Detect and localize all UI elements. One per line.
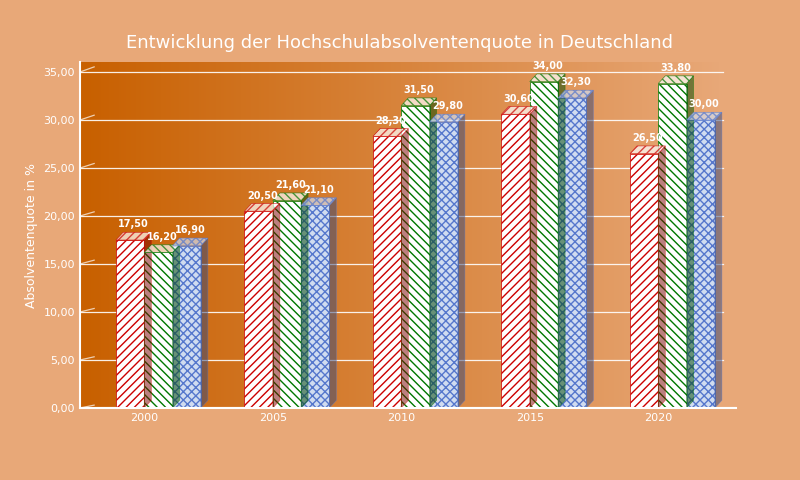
Bar	[273, 201, 301, 408]
Polygon shape	[402, 129, 408, 408]
Bar	[686, 120, 714, 408]
Text: 28,30: 28,30	[375, 116, 406, 126]
Polygon shape	[530, 74, 565, 82]
Text: 21,10: 21,10	[303, 185, 334, 195]
Polygon shape	[558, 74, 565, 408]
Polygon shape	[658, 146, 666, 408]
Polygon shape	[330, 198, 336, 408]
Polygon shape	[586, 90, 594, 408]
Polygon shape	[273, 204, 280, 408]
Polygon shape	[301, 198, 336, 205]
Polygon shape	[502, 107, 537, 114]
Polygon shape	[373, 129, 408, 136]
Y-axis label: Absolventenquote in %: Absolventenquote in %	[25, 163, 38, 308]
Bar	[402, 106, 430, 408]
Bar	[530, 82, 558, 408]
Polygon shape	[144, 245, 179, 252]
Legend: männlich, weiblich, insgesamt: männlich, weiblich, insgesamt	[238, 476, 578, 480]
Bar	[245, 211, 273, 408]
Bar	[173, 246, 201, 408]
Text: 20,50: 20,50	[246, 191, 278, 201]
Bar	[558, 98, 586, 408]
Bar	[630, 154, 658, 408]
Polygon shape	[173, 245, 179, 408]
Polygon shape	[402, 98, 437, 106]
Text: 17,50: 17,50	[118, 219, 149, 229]
Polygon shape	[630, 146, 666, 154]
Text: 31,50: 31,50	[403, 85, 434, 95]
Bar	[502, 114, 530, 408]
Text: 16,20: 16,20	[146, 232, 178, 242]
Polygon shape	[658, 76, 694, 84]
Bar	[144, 252, 173, 408]
Polygon shape	[173, 238, 208, 246]
Text: 30,60: 30,60	[504, 94, 534, 104]
Bar	[658, 84, 686, 408]
Polygon shape	[201, 238, 208, 408]
Text: 26,50: 26,50	[632, 133, 663, 143]
Text: 21,60: 21,60	[275, 180, 306, 190]
Text: 16,90: 16,90	[175, 225, 206, 235]
Polygon shape	[558, 90, 594, 98]
Text: 32,30: 32,30	[560, 77, 591, 87]
Text: 33,80: 33,80	[661, 63, 691, 73]
Polygon shape	[301, 193, 308, 408]
Bar	[430, 122, 458, 408]
Polygon shape	[530, 107, 537, 408]
Text: Entwicklung der Hochschulabsolventenquote in Deutschland: Entwicklung der Hochschulabsolventenquot…	[126, 34, 674, 51]
Polygon shape	[458, 114, 465, 408]
Bar	[373, 136, 402, 408]
Polygon shape	[245, 204, 280, 211]
Bar	[116, 240, 144, 408]
Polygon shape	[430, 98, 437, 408]
Polygon shape	[686, 112, 722, 120]
Polygon shape	[430, 114, 465, 122]
Text: 30,00: 30,00	[689, 99, 719, 109]
Polygon shape	[273, 193, 308, 201]
Polygon shape	[144, 232, 151, 408]
Text: 29,80: 29,80	[432, 101, 462, 111]
Polygon shape	[714, 112, 722, 408]
Polygon shape	[686, 76, 694, 408]
Bar	[301, 205, 330, 408]
Polygon shape	[116, 232, 151, 240]
Text: 34,00: 34,00	[532, 61, 562, 71]
